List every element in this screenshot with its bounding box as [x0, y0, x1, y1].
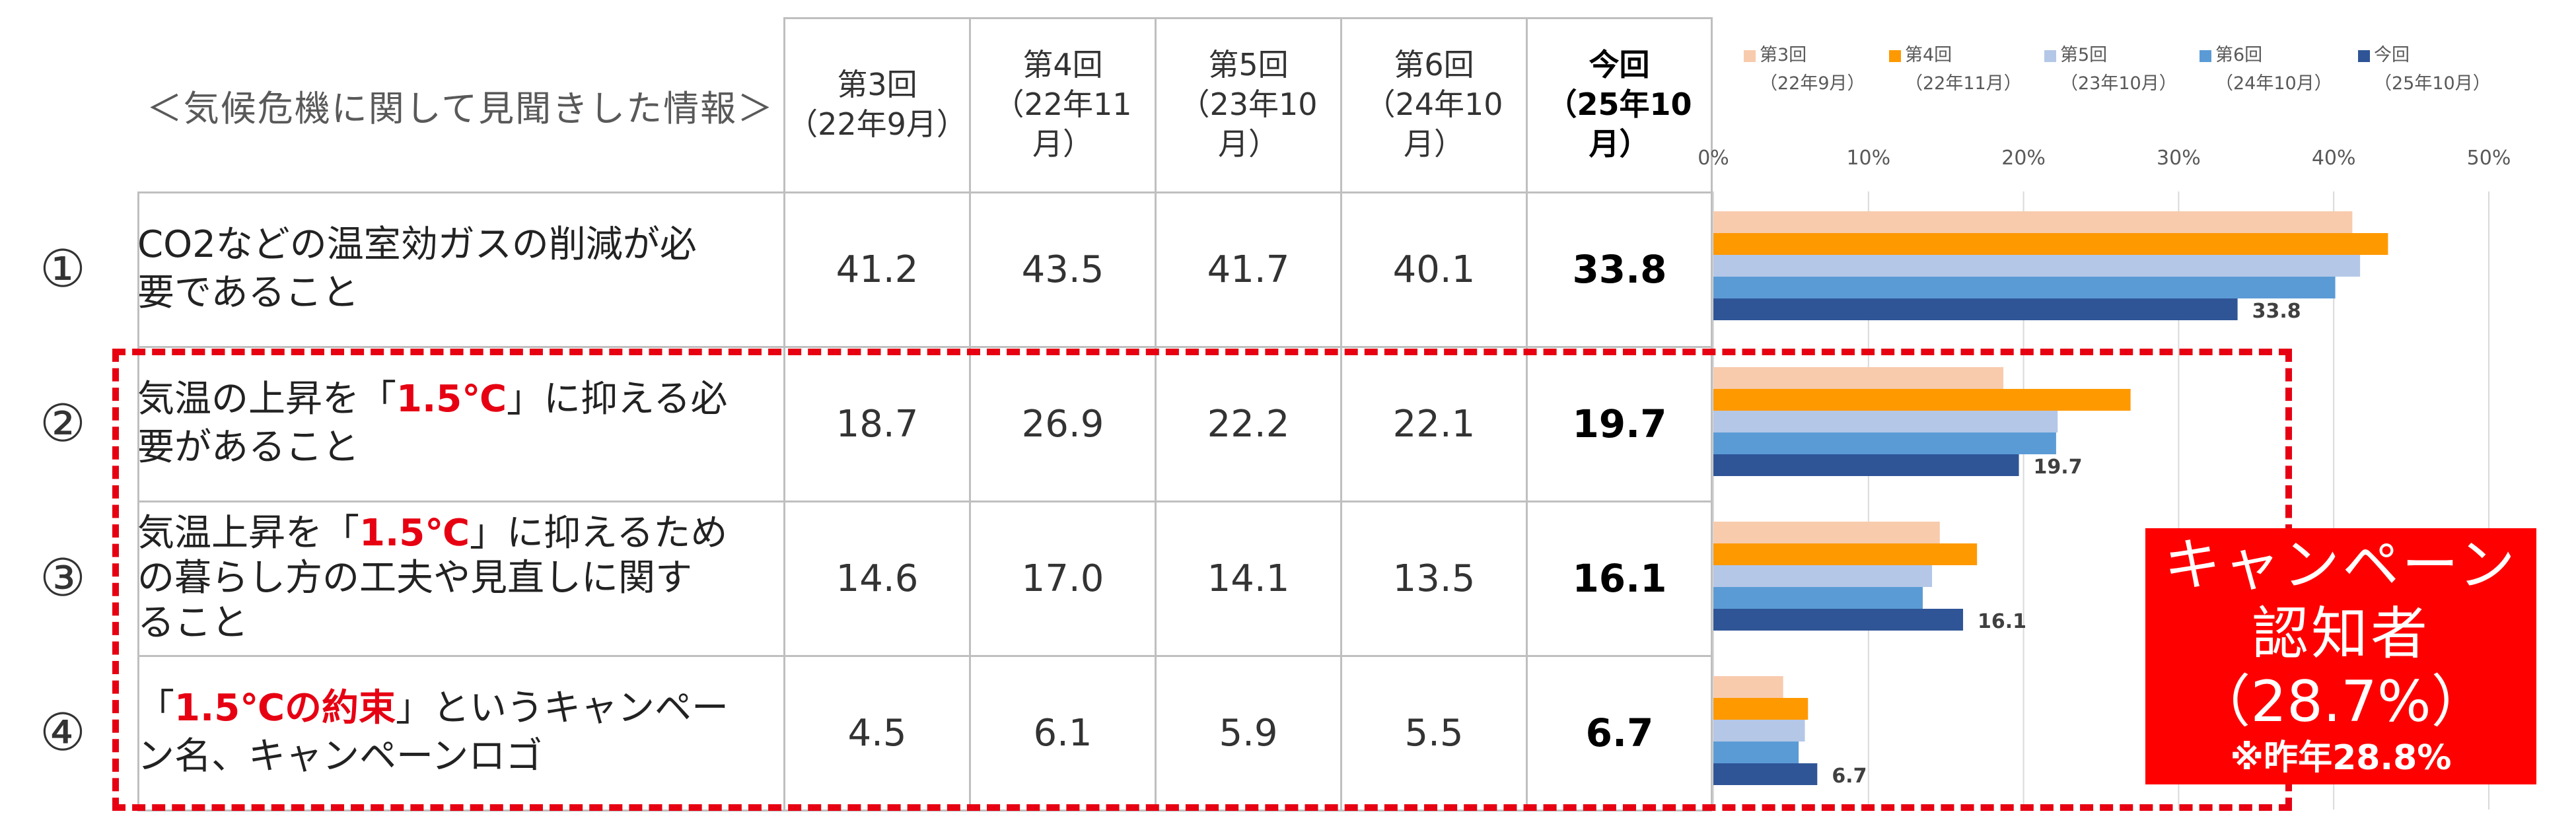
table-cell: 43.5: [1021, 248, 1104, 291]
legend-item-3: 第3回 （22年9月）: [1744, 41, 1865, 98]
table-cell: 14.6: [836, 557, 919, 600]
bar: [1713, 698, 1808, 720]
bar: [1713, 233, 2388, 255]
bar: [1713, 411, 2058, 432]
bar-data-label: 19.7: [2034, 456, 2083, 479]
bar: [1713, 389, 2131, 411]
row-2-number: ②: [40, 394, 86, 454]
x-tick-label: 30%: [2157, 147, 2201, 170]
callout-line-3: （28.7%）: [2194, 668, 2488, 735]
bar: [1713, 454, 2019, 476]
bar-data-label: 16.1: [1978, 610, 2026, 633]
bar: [1713, 587, 1923, 609]
x-tick-label: 50%: [2466, 147, 2511, 170]
bar: [1713, 211, 2353, 233]
bar: [1713, 763, 1818, 785]
table-cell: 41.2: [836, 248, 919, 291]
bar: [1713, 432, 2056, 454]
campaign-callout: キャンペーン 認知者 （28.7%） ※昨年28.8%: [2145, 528, 2536, 784]
table-cell: 16.1: [1572, 556, 1667, 601]
table-cell: 6.7: [1585, 710, 1654, 755]
table-cell: 13.5: [1392, 557, 1476, 600]
table-cell: 5.9: [1219, 711, 1278, 755]
col-head-current: 今回 （25年10月）: [1546, 47, 1692, 162]
chart-legend: 第3回 （22年9月） 第4回 （22年11月） 第5回 （23年10月） 第6回 （2…: [1744, 41, 2536, 107]
table-cell: 26.9: [1021, 402, 1104, 446]
row-4-label: 「1.5℃の約束」というキャンペー ン名、キャンペーンロゴ: [137, 687, 729, 778]
row-3-number: ③: [40, 549, 86, 608]
legend-item-5: 第5回 （23年10月）: [2044, 41, 2177, 98]
legend-item-4: 第4回 （22年11月）: [1889, 41, 2022, 98]
table-title: ＜気候危機に関して見聞きした情報＞: [146, 87, 775, 129]
bar: [1713, 298, 2238, 320]
x-tick-label: 0%: [1698, 147, 1729, 170]
table-cell: 5.5: [1404, 711, 1464, 755]
col-head-3: 第3回 （22年9月）: [787, 67, 967, 142]
table-cell: 14.1: [1207, 557, 1290, 600]
bar: [1713, 543, 1978, 565]
bar: [1713, 367, 2004, 389]
row-2-label: 気温の上昇を「1.5℃」に抑える必 要があること: [137, 378, 728, 469]
row-3-label: 気温上昇を「1.5℃」に抑えるため の暮らし方の工夫や見直しに関す ること: [137, 511, 728, 645]
row-4-number: ④: [40, 703, 86, 763]
table-cell: 17.0: [1021, 557, 1104, 600]
col-head-4: 第4回 （22年11月）: [993, 47, 1132, 162]
table-cell: 22.1: [1392, 402, 1476, 446]
callout-line-1: キャンペーン: [2164, 532, 2518, 599]
legend-item-6: 第6回 （24年10月）: [2200, 41, 2332, 98]
table-cell: 33.8: [1572, 247, 1667, 292]
x-tick-label: 10%: [1846, 147, 1891, 170]
bar: [1713, 742, 1799, 763]
bar: [1713, 277, 2336, 298]
row-1-label: CO2などの温室効ガスの削減が必 要であること: [137, 223, 697, 314]
callout-line-2: 認知者: [2252, 600, 2430, 667]
bar: [1713, 609, 1964, 631]
table-cell: 41.7: [1207, 248, 1290, 291]
table-cell: 18.7: [836, 402, 919, 446]
bar-data-label: 6.7: [1832, 765, 1867, 788]
table-cell: 22.2: [1207, 402, 1290, 446]
row-1-number: ①: [40, 240, 86, 299]
table-cell: 4.5: [847, 711, 907, 755]
bar: [1713, 565, 1933, 587]
bar: [1713, 720, 1805, 742]
legend-item-current: 今回 （25年10月）: [2358, 41, 2491, 98]
table-cell: 40.1: [1392, 248, 1476, 291]
x-tick-label: 20%: [2001, 147, 2046, 170]
bar: [1713, 522, 1940, 543]
callout-line-4: ※昨年28.8%: [2230, 738, 2452, 778]
table-cell: 19.7: [1572, 401, 1667, 446]
x-tick-label: 40%: [2311, 147, 2356, 170]
bar: [1713, 676, 1783, 698]
bar: [1713, 255, 2361, 277]
col-head-5: 第5回 （23年10月）: [1179, 47, 1318, 162]
table-cell: 6.1: [1033, 711, 1092, 755]
col-head-6: 第6回 （24年10月）: [1365, 47, 1503, 162]
bar-data-label: 33.8: [2252, 300, 2301, 323]
